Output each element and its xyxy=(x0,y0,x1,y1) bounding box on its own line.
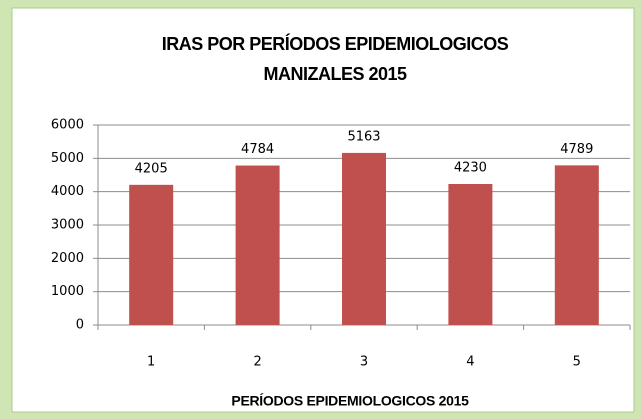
data-label: 4784 xyxy=(241,142,274,157)
bar xyxy=(554,165,599,325)
data-label: 5163 xyxy=(347,129,380,144)
x-tick-label: 2 xyxy=(253,355,261,370)
bar xyxy=(342,152,386,325)
bar xyxy=(235,165,280,325)
y-tick-label: 2000 xyxy=(51,251,84,266)
data-label: 4230 xyxy=(454,161,487,176)
y-tick-label: 1000 xyxy=(51,284,84,299)
y-tick-label: 3000 xyxy=(51,218,84,233)
x-tick-label: 4 xyxy=(466,355,474,370)
x-axis-title: PERÍODOS EPIDEMIOLOGICOS 2015 xyxy=(231,393,469,409)
x-tick-label: 5 xyxy=(573,355,581,370)
y-tick-label: 0 xyxy=(76,318,84,333)
x-tick-label: 1 xyxy=(147,355,155,370)
y-tick-label: 6000 xyxy=(51,118,84,133)
bar xyxy=(448,184,493,325)
data-label: 4205 xyxy=(135,161,168,176)
y-tick-label: 4000 xyxy=(51,184,84,199)
x-tick-label: 3 xyxy=(360,355,368,370)
chart-area xyxy=(11,7,635,413)
chart-title: MANIZALES 2015 xyxy=(263,64,407,84)
data-label: 4789 xyxy=(560,142,593,157)
bar xyxy=(129,184,174,325)
y-tick-label: 5000 xyxy=(51,151,84,166)
chart-title: IRAS POR PERÍODOS EPIDEMIOLOGICOS xyxy=(162,33,509,54)
